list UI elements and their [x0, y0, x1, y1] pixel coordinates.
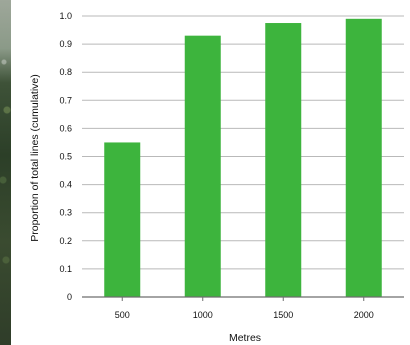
x-tick-label: 1000	[193, 310, 213, 320]
bar-2000	[345, 18, 382, 298]
y-tick-label: 0	[67, 292, 72, 302]
y-tick-label: 0.6	[59, 123, 72, 133]
y-tick-label: 0.8	[59, 67, 72, 77]
bar-1500	[265, 23, 302, 298]
axes	[82, 296, 404, 301]
background-photo-strip	[0, 0, 11, 345]
y-tick-label: 0.9	[59, 39, 72, 49]
y-tick-label: 0.7	[59, 95, 72, 105]
y-tick-label: 0.1	[59, 264, 72, 274]
x-tick-label: 2000	[354, 310, 374, 320]
y-tick-label: 0.4	[59, 180, 72, 190]
y-tick-labels: 0 0.1 0.2 0.3 0.4 0.5 0.6 0.7 0.8 0.9 1.0	[59, 11, 72, 302]
y-tick-label: 1.0	[59, 11, 72, 21]
bar-1000	[184, 35, 221, 298]
y-tick-label: 0.3	[59, 208, 72, 218]
y-axis-title: Proportion of total lines (cumulative)	[29, 74, 41, 242]
bar-500	[104, 142, 141, 297]
x-tick-label: 1500	[273, 310, 293, 320]
bars	[104, 18, 382, 298]
x-tick-label: 500	[115, 310, 130, 320]
x-axis-title: Metres	[229, 332, 261, 344]
y-tick-label: 0.2	[59, 236, 72, 246]
x-tick-labels: 500 1000 1500 2000	[115, 310, 374, 320]
y-tick-label: 0.5	[59, 152, 72, 162]
